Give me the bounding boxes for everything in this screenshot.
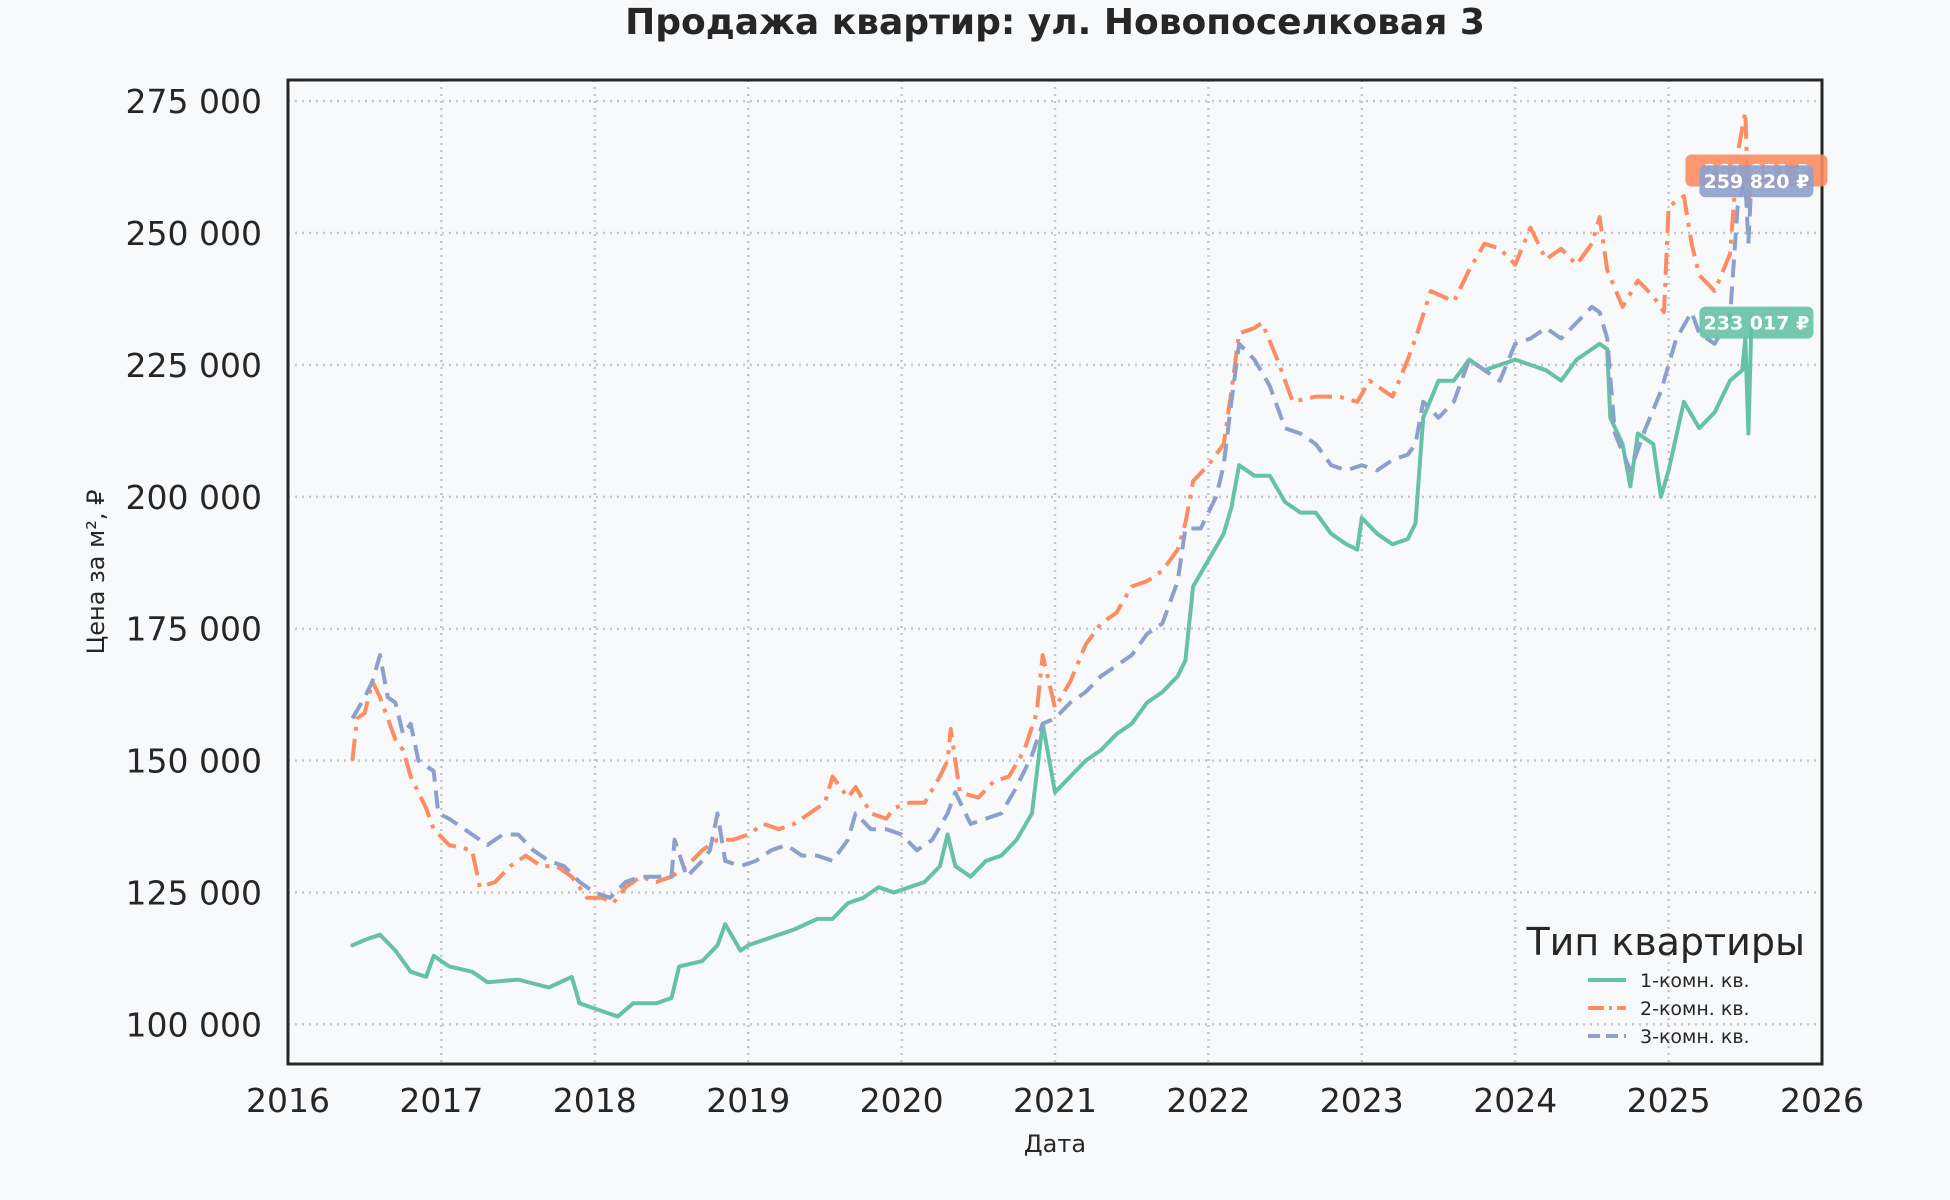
end-label-value: 233 017 ₽ xyxy=(1704,313,1810,335)
legend-entry: 1-комн. кв. xyxy=(1640,970,1750,992)
x-tick-label: 2017 xyxy=(399,1081,483,1120)
end-labels: 261 851 ₽259 820 ₽233 017 ₽ xyxy=(1685,154,1828,339)
y-tick-label: 225 000 xyxy=(126,346,262,385)
y-tick-label: 125 000 xyxy=(126,874,262,913)
legend: Тип квартиры 1-комн. кв. 2-комн. кв. 3-комн… xyxy=(1525,920,1805,1048)
x-tick-label: 2016 xyxy=(246,1081,330,1120)
y-tick-label: 175 000 xyxy=(126,610,262,649)
end-label-box xyxy=(1699,306,1814,339)
y-tick-label: 150 000 xyxy=(126,742,262,781)
legend-entry: 3-комн. кв. xyxy=(1640,1026,1750,1048)
series-line-1 xyxy=(350,320,1754,1019)
axis-ticks: 2016 2017 2018 2019 2020 2021 2022 2023 2024 2025… xyxy=(126,82,1864,1120)
x-tick-label: 2022 xyxy=(1166,1081,1250,1120)
legend-title: Тип квартиры xyxy=(1525,920,1805,964)
x-tick-label: 2025 xyxy=(1627,1081,1711,1120)
x-tick-label: 2023 xyxy=(1320,1081,1404,1120)
series-line-2 xyxy=(350,109,1754,906)
y-tick-label: 100 000 xyxy=(126,1005,262,1044)
y-tick-label: 200 000 xyxy=(126,478,262,517)
plot-frame xyxy=(286,78,1824,1066)
end-label-box xyxy=(1699,165,1814,198)
chart-title: Продажа квартир: ул. Новопоселковая 3 xyxy=(625,2,1485,43)
x-tick-label: 2018 xyxy=(553,1081,637,1120)
y-axis-label: Цена за м², ₽ xyxy=(82,490,110,655)
x-tick-label: 2026 xyxy=(1780,1081,1864,1120)
series-line-3 xyxy=(350,178,1754,900)
x-tick-label: 2024 xyxy=(1473,1081,1557,1120)
x-tick-label: 2020 xyxy=(860,1081,944,1120)
x-axis-label: Дата xyxy=(1024,1130,1086,1158)
series-lines xyxy=(350,109,1754,1019)
x-tick-label: 2021 xyxy=(1013,1081,1097,1120)
y-tick-label: 275 000 xyxy=(126,82,262,121)
legend-entry: 2-комн. кв. xyxy=(1640,998,1750,1020)
gridlines xyxy=(288,80,1822,1064)
end-label-value: 259 820 ₽ xyxy=(1704,171,1810,193)
x-tick-label: 2019 xyxy=(706,1081,790,1120)
y-tick-label: 250 000 xyxy=(126,214,262,253)
